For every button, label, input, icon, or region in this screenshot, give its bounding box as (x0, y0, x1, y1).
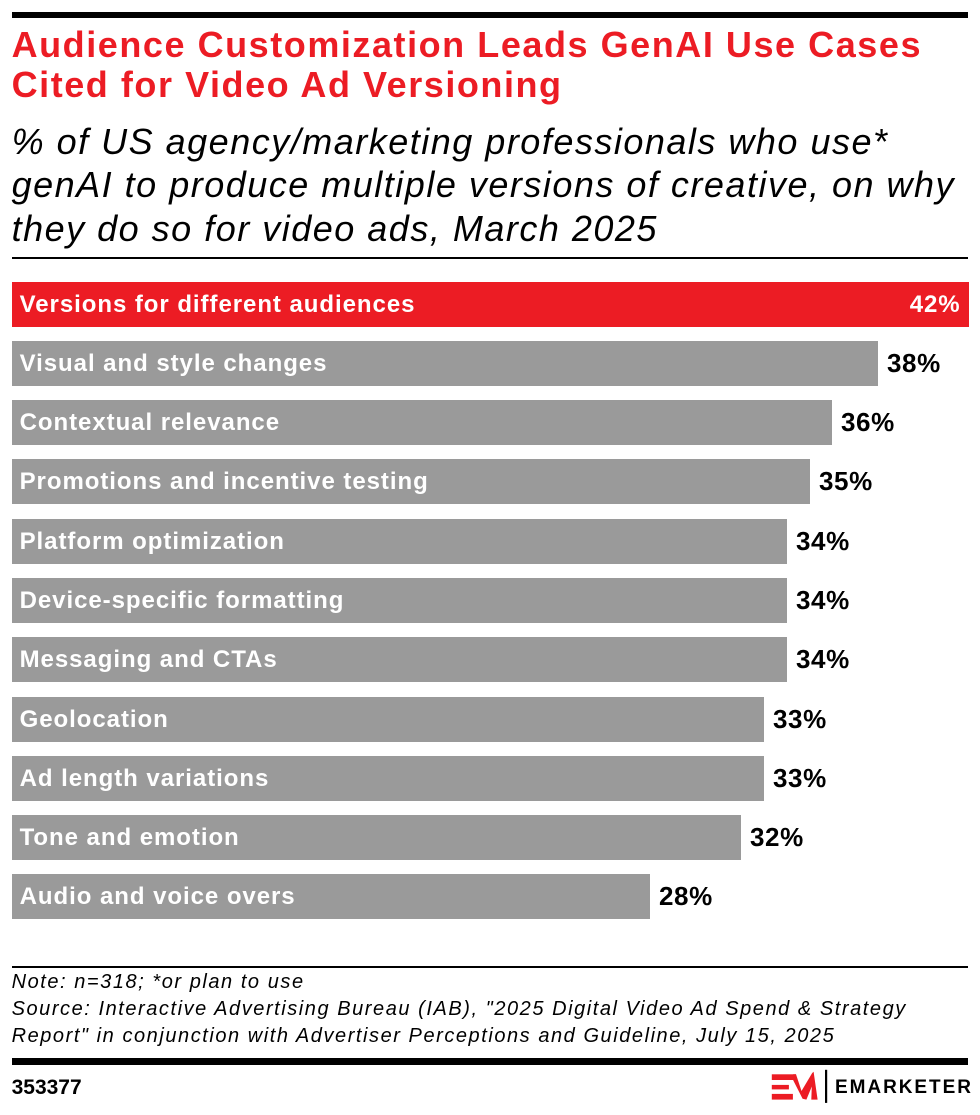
svg-text:EMARKETER: EMARKETER (835, 1077, 973, 1098)
